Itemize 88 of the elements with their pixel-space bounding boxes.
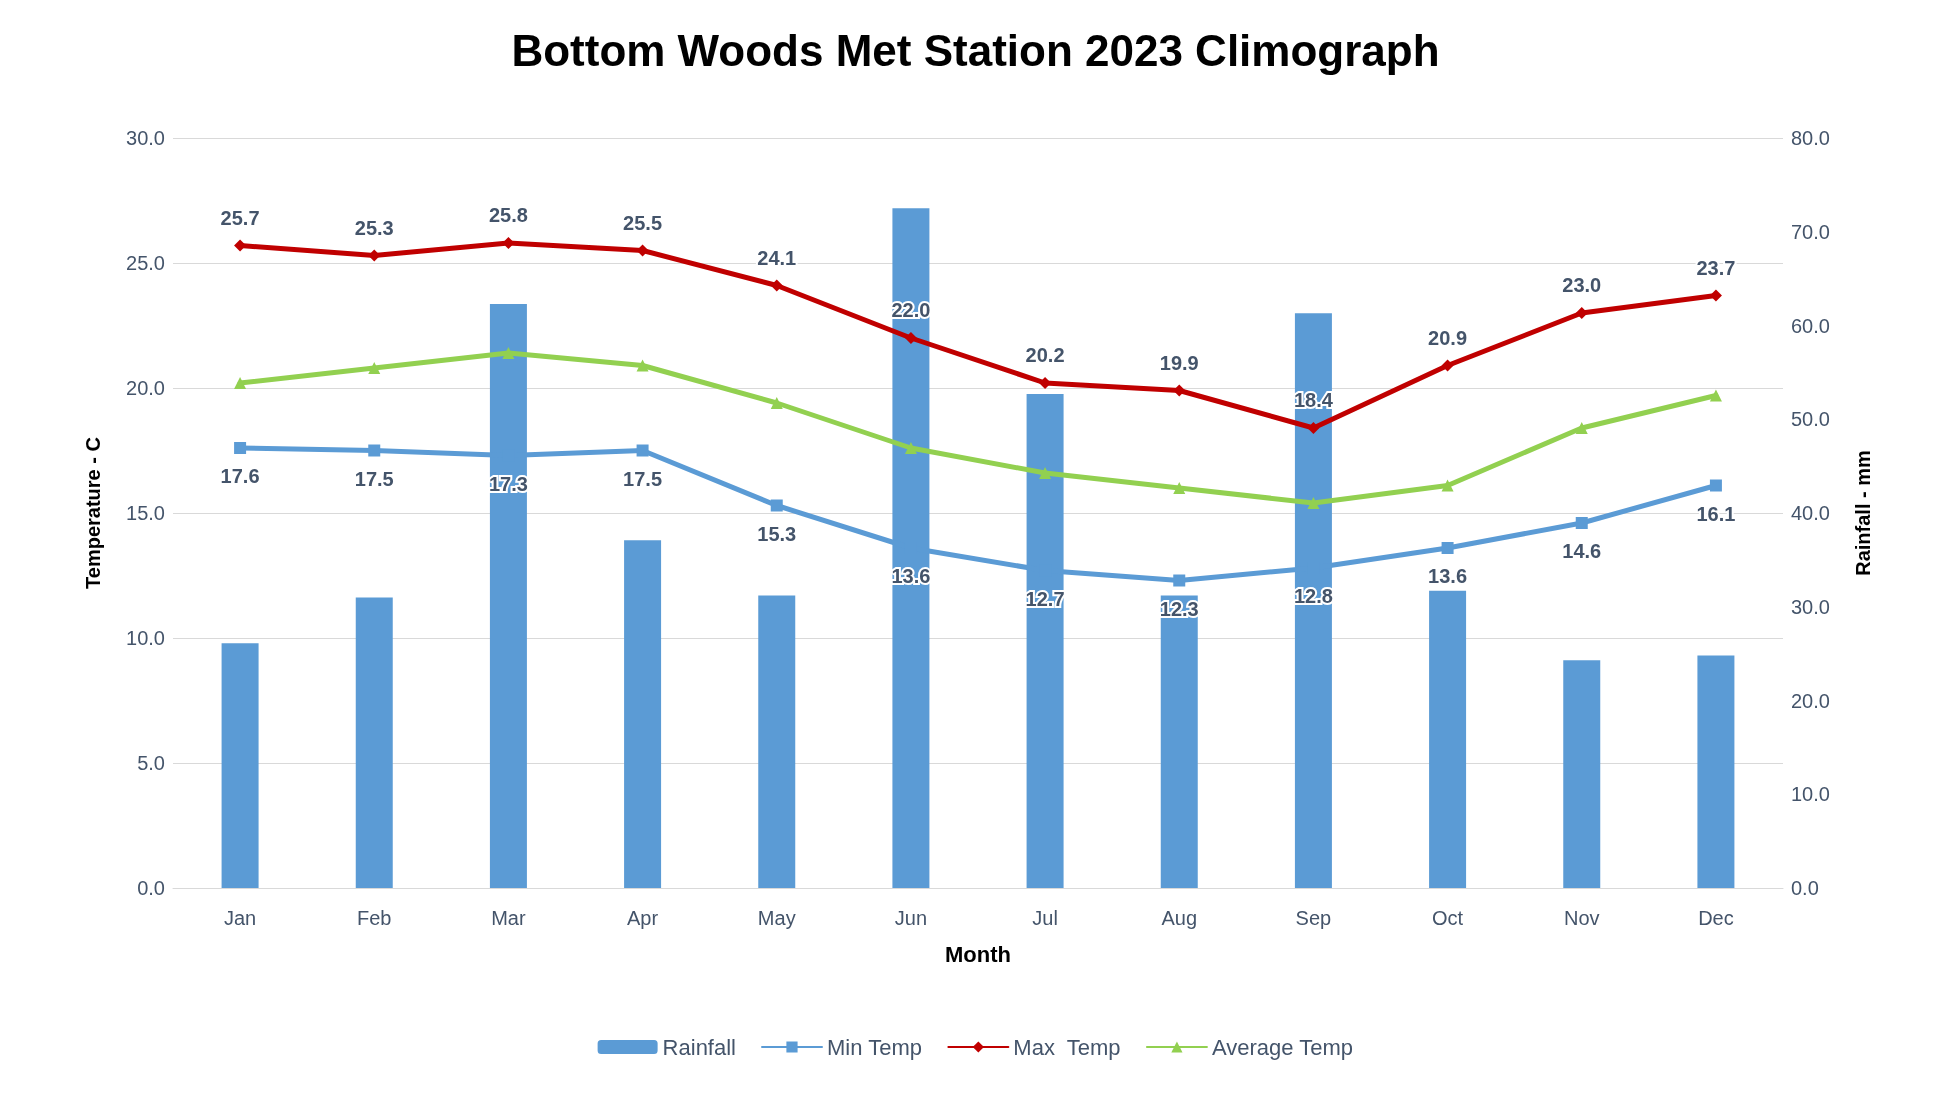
y-tick-label: 10.0 bbox=[126, 627, 165, 649]
data-label: 23.0 bbox=[1562, 274, 1602, 296]
y2-tick-label: 30.0 bbox=[1791, 595, 1830, 618]
point bbox=[368, 444, 381, 457]
x-tick-label: Feb bbox=[357, 907, 392, 929]
x-tick-label: Oct bbox=[1432, 907, 1464, 929]
point bbox=[1575, 517, 1588, 529]
point bbox=[770, 499, 783, 512]
point bbox=[1441, 479, 1454, 492]
legend-label: Rainfall bbox=[662, 1034, 736, 1060]
bar bbox=[355, 597, 393, 888]
y2-tick-label: 0.0 bbox=[1791, 877, 1819, 899]
point bbox=[368, 362, 381, 374]
data-label: 25.7 bbox=[220, 206, 260, 229]
point bbox=[502, 347, 515, 359]
x-tick-label: May bbox=[757, 907, 796, 929]
point bbox=[1307, 497, 1320, 509]
point bbox=[1575, 307, 1588, 319]
y2-axis-title: Rainfall - mm bbox=[1852, 450, 1874, 576]
y2-tick-label: 40.0 bbox=[1791, 502, 1830, 524]
bar bbox=[1429, 590, 1467, 888]
y-tick-label: 30.0 bbox=[126, 127, 165, 149]
x-tick-label: Sep bbox=[1295, 907, 1332, 929]
bar bbox=[758, 595, 796, 888]
bar bbox=[1697, 655, 1735, 888]
legend-label: Max Temp bbox=[1013, 1034, 1121, 1060]
point bbox=[770, 279, 783, 292]
bar bbox=[1160, 595, 1198, 888]
legend-label: Average Temp bbox=[1211, 1034, 1353, 1060]
data-label: 17.5 bbox=[354, 467, 394, 490]
data-label: 14.6 bbox=[1562, 540, 1602, 562]
y2-tick-label: 20.0 bbox=[1791, 689, 1830, 712]
point bbox=[1441, 542, 1454, 554]
data-label: 13.6 bbox=[1428, 565, 1468, 587]
y-tick-label: 20.0 bbox=[126, 377, 165, 399]
data-label: 17.5 bbox=[623, 467, 663, 490]
legend-label: Min Temp bbox=[826, 1034, 922, 1060]
point bbox=[234, 442, 247, 454]
x-tick-label: Nov bbox=[1563, 907, 1600, 929]
y2-tick-label: 70.0 bbox=[1791, 220, 1830, 243]
point bbox=[636, 359, 649, 372]
x-tick-label: Apr bbox=[627, 907, 659, 929]
data-label: 24.1 bbox=[757, 246, 797, 269]
chart-title: Bottom Woods Met Station 2023 Climograph bbox=[511, 25, 1440, 75]
data-label: 17.6 bbox=[220, 465, 260, 487]
x-tick-label: Jan bbox=[223, 907, 257, 929]
y2-tick-label: 10.0 bbox=[1791, 783, 1830, 806]
point bbox=[1709, 479, 1722, 492]
y-tick-label: 25.0 bbox=[126, 252, 165, 274]
data-label: 23.7 bbox=[1696, 256, 1736, 279]
data-label: 17.3 bbox=[488, 472, 528, 495]
point bbox=[234, 377, 247, 389]
bar bbox=[221, 643, 259, 888]
x-tick-label: Aug bbox=[1161, 907, 1198, 929]
data-label: 19.9 bbox=[1159, 351, 1199, 374]
y-tick-label: 0.0 bbox=[137, 877, 165, 899]
point bbox=[1709, 389, 1722, 402]
y2-tick-label: 60.0 bbox=[1791, 314, 1830, 337]
point bbox=[1441, 359, 1454, 372]
point bbox=[1575, 422, 1588, 434]
data-label: 20.2 bbox=[1025, 344, 1065, 366]
x-tick-label: Dec bbox=[1698, 907, 1734, 929]
data-label: 16.1 bbox=[1696, 502, 1736, 525]
data-label: 12.3 bbox=[1159, 597, 1199, 620]
data-label: 25.5 bbox=[623, 211, 663, 234]
x-tick-label: Jun bbox=[894, 907, 928, 929]
y-axis-title: Temperature - C bbox=[82, 437, 104, 589]
data-label: 15.3 bbox=[757, 522, 797, 545]
y2-tick-label: 50.0 bbox=[1791, 408, 1830, 431]
point bbox=[1307, 422, 1320, 434]
point bbox=[1173, 574, 1186, 587]
y-tick-label: 5.0 bbox=[137, 752, 165, 774]
y-tick-label: 15.0 bbox=[126, 502, 165, 524]
x-axis-title: Month bbox=[945, 941, 1011, 967]
data-label: 20.9 bbox=[1428, 326, 1468, 349]
y2-tick-label: 80.0 bbox=[1791, 127, 1830, 149]
point bbox=[904, 442, 917, 454]
point bbox=[1039, 467, 1052, 479]
bar bbox=[1563, 660, 1601, 888]
point bbox=[1173, 482, 1186, 494]
point bbox=[636, 444, 649, 457]
x-tick-label: Jul bbox=[1032, 907, 1058, 929]
point bbox=[904, 332, 917, 344]
point bbox=[770, 397, 783, 409]
x-tick-label: Mar bbox=[491, 907, 526, 929]
data-label: 25.3 bbox=[354, 216, 394, 239]
bar bbox=[624, 540, 662, 888]
data-label: 25.8 bbox=[488, 204, 528, 226]
